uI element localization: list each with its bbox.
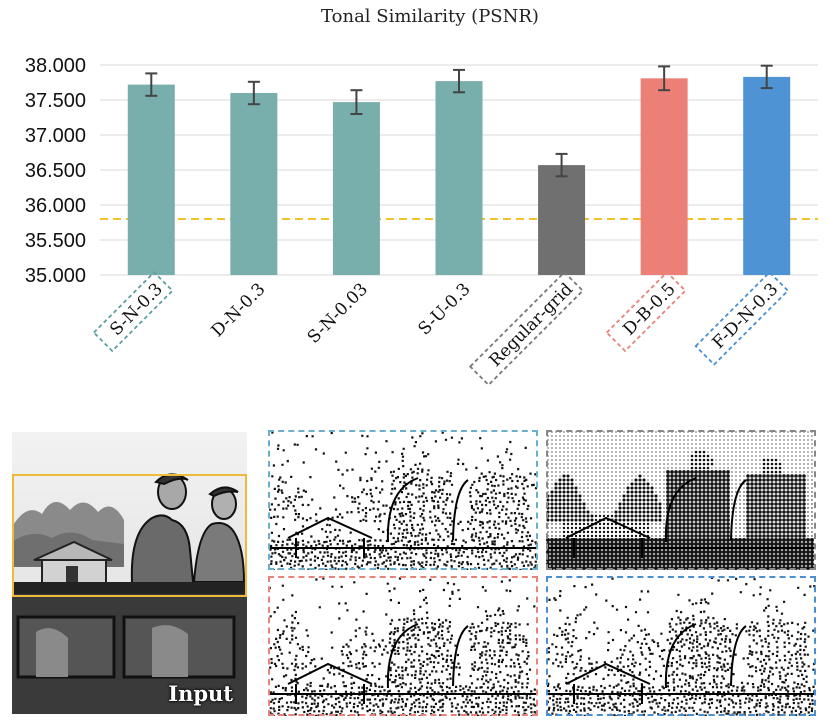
category-label-group: S-N-0.3	[92, 271, 174, 353]
chart-title: Tonal Similarity (PSNR)	[321, 6, 539, 27]
error-bar-regular-grid	[555, 152, 568, 178]
error-bar-s-n-0.03	[350, 89, 363, 115]
bar-d-b-0.5	[640, 78, 688, 275]
category-label-box	[605, 271, 687, 353]
y-tick-label: 38.000	[25, 55, 86, 77]
category-label: D-N-0.3	[208, 279, 270, 341]
bar-s-u-0.3	[435, 81, 483, 275]
bar-regular-grid	[538, 165, 586, 275]
category-label-group: Regular-grid	[468, 271, 585, 387]
input-comic-image	[12, 432, 247, 714]
category-label-box	[694, 271, 790, 366]
error-bar-f-d-n-0.3	[760, 64, 773, 90]
error-bar-s-u-0.3	[453, 68, 465, 94]
halftone-image	[268, 576, 538, 716]
category-label-group: S-U-0.3	[415, 279, 475, 339]
bar-f-d-n-0.3	[743, 76, 791, 276]
category-label: F-D-N-0.3	[709, 279, 783, 353]
category-label: S-U-0.3	[415, 279, 475, 339]
result-panel-d-b	[268, 576, 538, 716]
category-label: S-N-0.3	[106, 279, 167, 340]
halftone-image	[546, 430, 816, 570]
bar-s-n-0.03	[332, 102, 380, 275]
category-label-group: D-B-0.5	[605, 271, 687, 353]
psnr-bar-chart: Tonal Similarity (PSNR) 35.000 35.500 36.0…	[25, 6, 818, 387]
y-tick-label: 37.500	[25, 90, 86, 112]
y-tick-label: 37.000	[25, 125, 86, 147]
category-label: D-B-0.5	[619, 279, 679, 339]
y-tick-label: 36.500	[25, 160, 86, 182]
result-panel-s-n	[268, 430, 538, 570]
category-label-box	[468, 271, 585, 387]
halftone-image	[546, 576, 816, 716]
halftone-image	[268, 430, 538, 570]
category-label-group: S-N-0.03	[304, 279, 372, 347]
category-label-group: F-D-N-0.3	[694, 271, 790, 366]
category-label-box	[92, 271, 174, 353]
error-bar-d-n-0.3	[247, 80, 260, 106]
input-label: Input	[168, 681, 233, 706]
bar-s-n-0.3	[127, 84, 175, 275]
category-label: Regular-grid	[486, 279, 578, 371]
y-tick-label: 35.000	[25, 265, 86, 287]
input-image-panel: Input	[12, 432, 247, 714]
y-tick-label: 35.500	[25, 230, 86, 252]
result-panel-f-d-n	[546, 576, 816, 716]
result-panel-regular-grid	[546, 430, 816, 570]
y-tick-label: 36.000	[25, 195, 86, 217]
error-bar-s-n-0.3	[145, 72, 158, 97]
error-bar-d-b-0.5	[658, 65, 671, 92]
category-label: S-N-0.03	[304, 279, 372, 347]
bar-d-n-0.3	[230, 93, 278, 275]
category-label-group: D-N-0.3	[208, 279, 270, 341]
